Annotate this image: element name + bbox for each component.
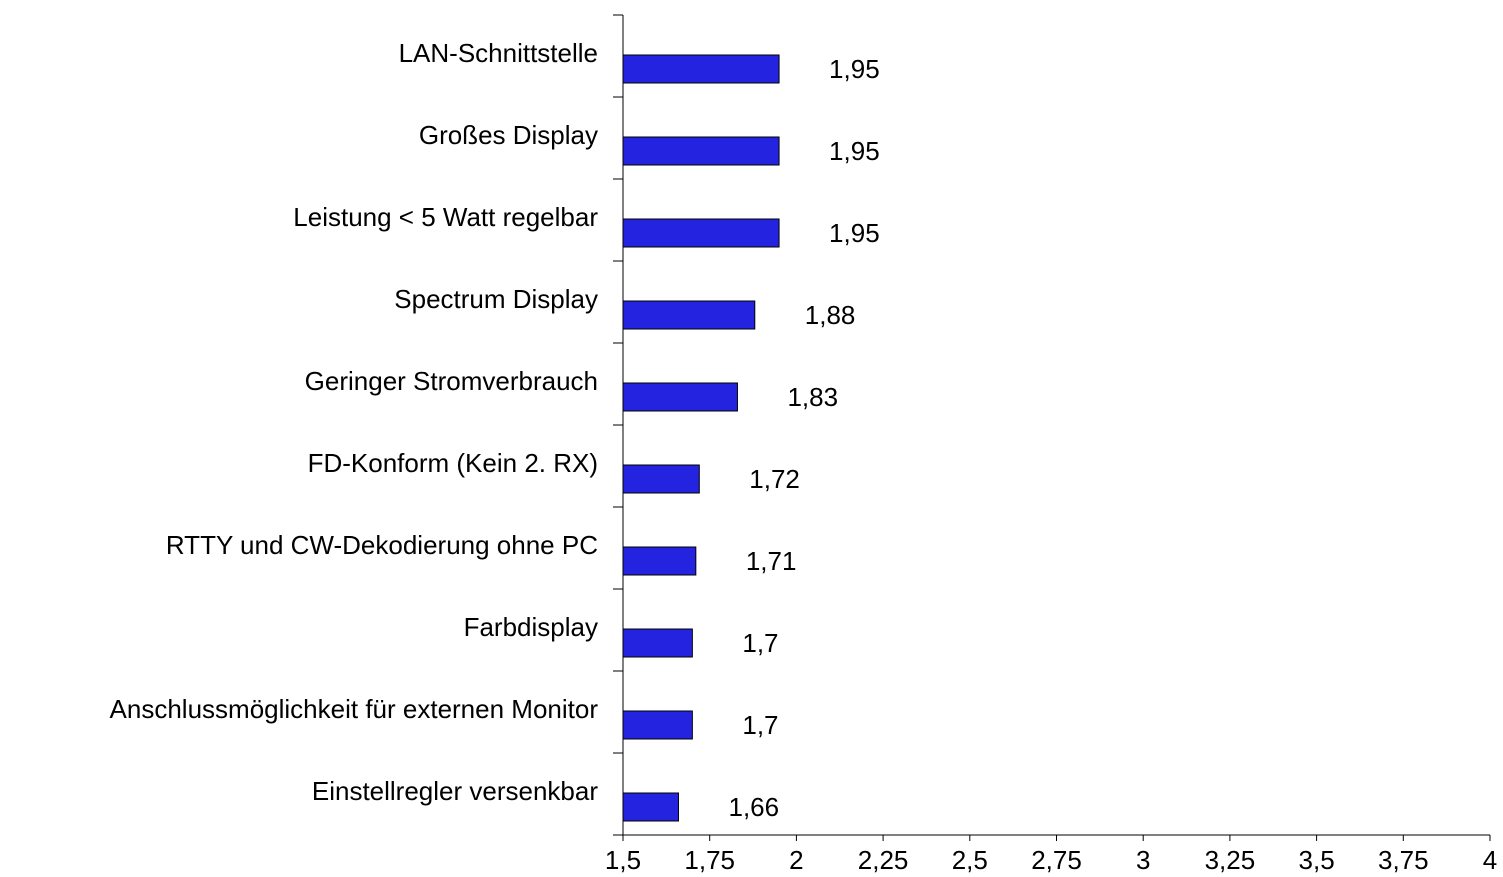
category-label: Anschlussmöglichkeit für externen Monito… xyxy=(110,694,599,724)
bar xyxy=(622,628,693,658)
bar xyxy=(622,792,679,822)
value-label: 1,95 xyxy=(829,136,880,166)
value-label: 1,83 xyxy=(787,382,838,412)
x-tick-label: 3,5 xyxy=(1299,845,1335,875)
category-label: Geringer Stromverbrauch xyxy=(305,366,598,396)
x-tick-label: 2 xyxy=(789,845,803,875)
category-label: Spectrum Display xyxy=(394,284,598,314)
x-tick-label: 1,75 xyxy=(684,845,735,875)
value-label: 1,66 xyxy=(728,792,779,822)
x-tick-label: 3 xyxy=(1136,845,1150,875)
category-label: FD-Konform (Kein 2. RX) xyxy=(308,448,598,478)
bar xyxy=(622,54,780,84)
value-label: 1,88 xyxy=(805,300,856,330)
value-label: 1,7 xyxy=(742,628,778,658)
value-label: 1,95 xyxy=(829,218,880,248)
x-tick-label: 2,75 xyxy=(1031,845,1082,875)
bar xyxy=(622,464,700,494)
x-tick-label: 4 xyxy=(1483,845,1497,875)
bar xyxy=(622,710,693,740)
value-label: 1,95 xyxy=(829,54,880,84)
category-label: Einstellregler versenkbar xyxy=(312,776,598,806)
x-tick-label: 3,25 xyxy=(1205,845,1256,875)
value-label: 1,71 xyxy=(746,546,797,576)
x-tick-label: 2,25 xyxy=(858,845,909,875)
x-tick-label: 1,5 xyxy=(605,845,641,875)
category-label: Leistung < 5 Watt regelbar xyxy=(293,202,598,232)
category-label: RTTY und CW-Dekodierung ohne PC xyxy=(166,530,598,560)
category-label: LAN-Schnittstelle xyxy=(399,38,598,68)
x-tick-label: 3,75 xyxy=(1378,845,1429,875)
bar xyxy=(622,546,697,576)
bar xyxy=(622,218,780,248)
bar xyxy=(622,136,780,166)
category-label: Farbdisplay xyxy=(464,612,598,642)
x-tick-label: 2,5 xyxy=(952,845,988,875)
value-label: 1,72 xyxy=(749,464,800,494)
bar xyxy=(622,382,738,412)
category-label: Großes Display xyxy=(419,120,598,150)
bar xyxy=(622,300,756,330)
value-label: 1,7 xyxy=(742,710,778,740)
